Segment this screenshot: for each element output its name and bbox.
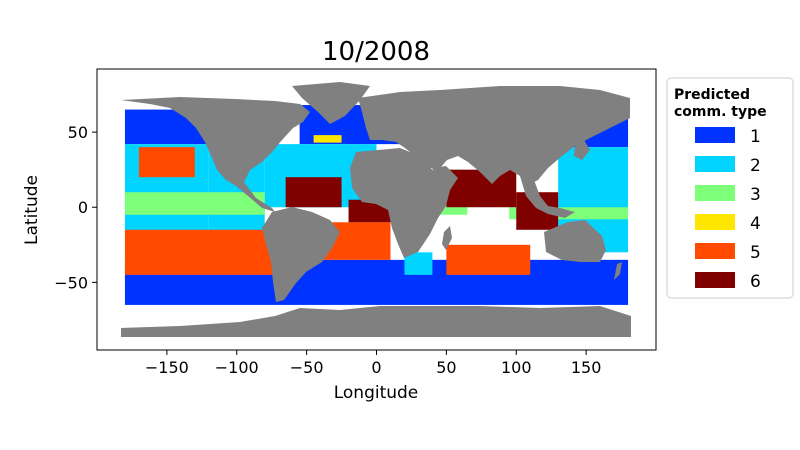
land-south-america (262, 207, 340, 302)
ocean-region-class-2 (404, 252, 433, 275)
x-tick-label: −100 (215, 358, 259, 377)
y-tick-label: −50 (54, 273, 88, 292)
ocean-region-class-6 (446, 169, 517, 208)
land-arabia (432, 166, 458, 190)
land-layer (121, 82, 631, 337)
ocean-region-class-6 (285, 177, 342, 208)
y-tick-label: 0 (78, 198, 88, 217)
land-greenland (292, 82, 370, 124)
legend-label-3: 3 (750, 185, 761, 205)
legend-swatch-5 (695, 243, 735, 259)
ocean-region-class-5 (446, 244, 531, 275)
legend-label-6: 6 (750, 272, 761, 292)
legend: Predicted comm. type 1 2 3 4 5 6 (666, 77, 794, 299)
x-tick-label: 50 (436, 358, 456, 377)
legend-label-1: 1 (750, 127, 761, 147)
legend-title-line2: comm. type (674, 104, 767, 120)
ocean-region-class-5 (124, 229, 279, 275)
land-japan (574, 140, 590, 160)
legend-swatch-1 (695, 127, 735, 143)
legend-swatch-3 (695, 185, 735, 201)
legend-label-2: 2 (750, 156, 761, 176)
x-tick-label: 100 (501, 358, 532, 377)
y-axis: 50 0 −50 (54, 123, 97, 292)
x-tick-label: −150 (145, 358, 189, 377)
land-indochina-indonesia (520, 176, 575, 218)
legend-title-line1: Predicted (674, 87, 750, 103)
ocean-region-class-5 (138, 147, 195, 178)
land-antarctica (121, 306, 631, 337)
y-tick-label: 50 (68, 123, 88, 142)
x-axis-label: Longitude (334, 383, 419, 403)
legend-swatch-2 (695, 156, 735, 172)
legend-label-4: 4 (750, 214, 761, 234)
x-tick-label: 0 (371, 358, 381, 377)
legend-label-5: 5 (750, 243, 761, 263)
land-africa (350, 148, 450, 258)
land-eurasia (358, 86, 630, 184)
y-axis-label: Latitude (22, 175, 42, 245)
legend-swatch-6 (695, 272, 735, 288)
legend-swatch-4 (695, 214, 735, 230)
land-north-america (121, 97, 310, 212)
chart-title: 10/2008 (322, 37, 430, 67)
ocean-region-class-3 (124, 192, 265, 215)
x-axis: −150 −100 −50 0 50 100 150 (145, 350, 602, 377)
land-new-zealand (614, 262, 622, 280)
x-tick-label: −50 (290, 358, 324, 377)
land-australia (544, 220, 606, 262)
ocean-region-class-4 (313, 135, 342, 143)
land-madagascar (442, 226, 452, 250)
x-tick-label: 150 (571, 358, 602, 377)
